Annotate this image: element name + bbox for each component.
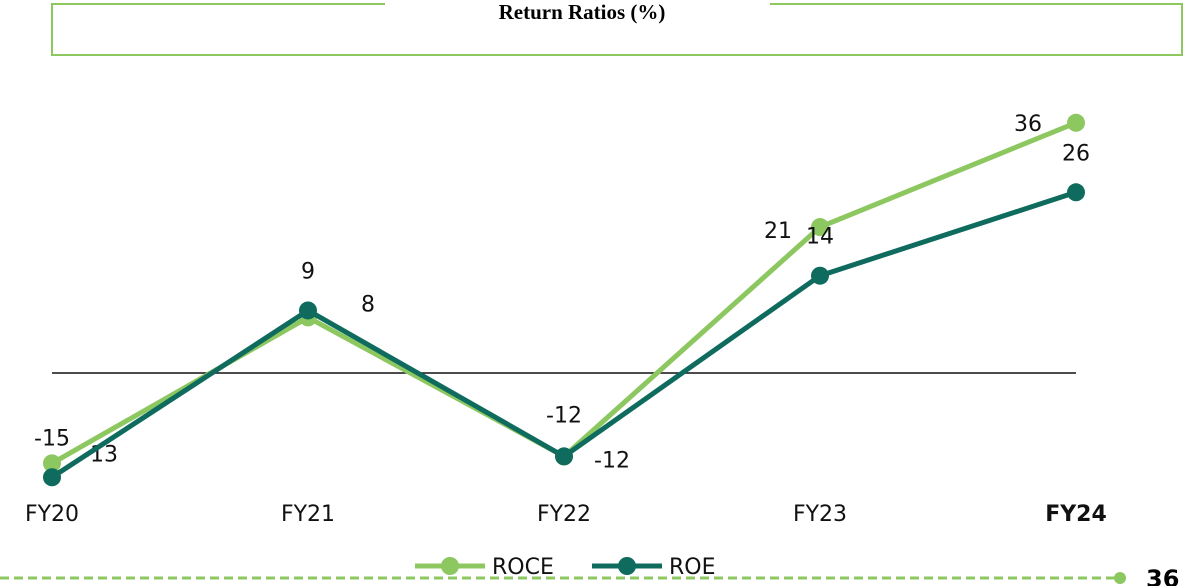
point xyxy=(1067,113,1085,132)
x-tick-label: FY21 xyxy=(281,502,335,527)
point xyxy=(43,454,61,473)
line-series xyxy=(50,189,1077,480)
page-number: 36 xyxy=(1146,565,1179,586)
data-label: -15 xyxy=(34,426,70,451)
title-gap xyxy=(385,0,770,12)
point xyxy=(1067,183,1085,202)
data-label: 26 xyxy=(1062,141,1090,166)
point xyxy=(555,447,573,466)
x-tick-label: FY23 xyxy=(793,502,847,527)
point xyxy=(811,218,829,237)
legend-marker xyxy=(618,557,636,575)
data-label: 8 xyxy=(361,292,375,317)
point xyxy=(811,266,829,285)
x-tick-label: FY20 xyxy=(25,502,79,527)
x-tick-label: FY24 xyxy=(1045,502,1107,527)
footer-dot xyxy=(1114,572,1126,584)
data-label: 9 xyxy=(301,259,315,284)
x-tick-label: FY22 xyxy=(537,502,591,527)
legend-label: ROE xyxy=(669,555,716,580)
data-label: -12 xyxy=(594,448,630,473)
data-label: -12 xyxy=(546,403,582,428)
data-label: 21 xyxy=(764,219,792,244)
legend-label: ROCE xyxy=(492,555,554,580)
data-label: 36 xyxy=(1014,112,1042,137)
point xyxy=(299,301,317,320)
chart-title: Return Ratios (%) xyxy=(499,0,666,24)
data-label: 14 xyxy=(806,225,834,250)
legend-marker xyxy=(441,557,459,575)
point xyxy=(43,468,61,487)
